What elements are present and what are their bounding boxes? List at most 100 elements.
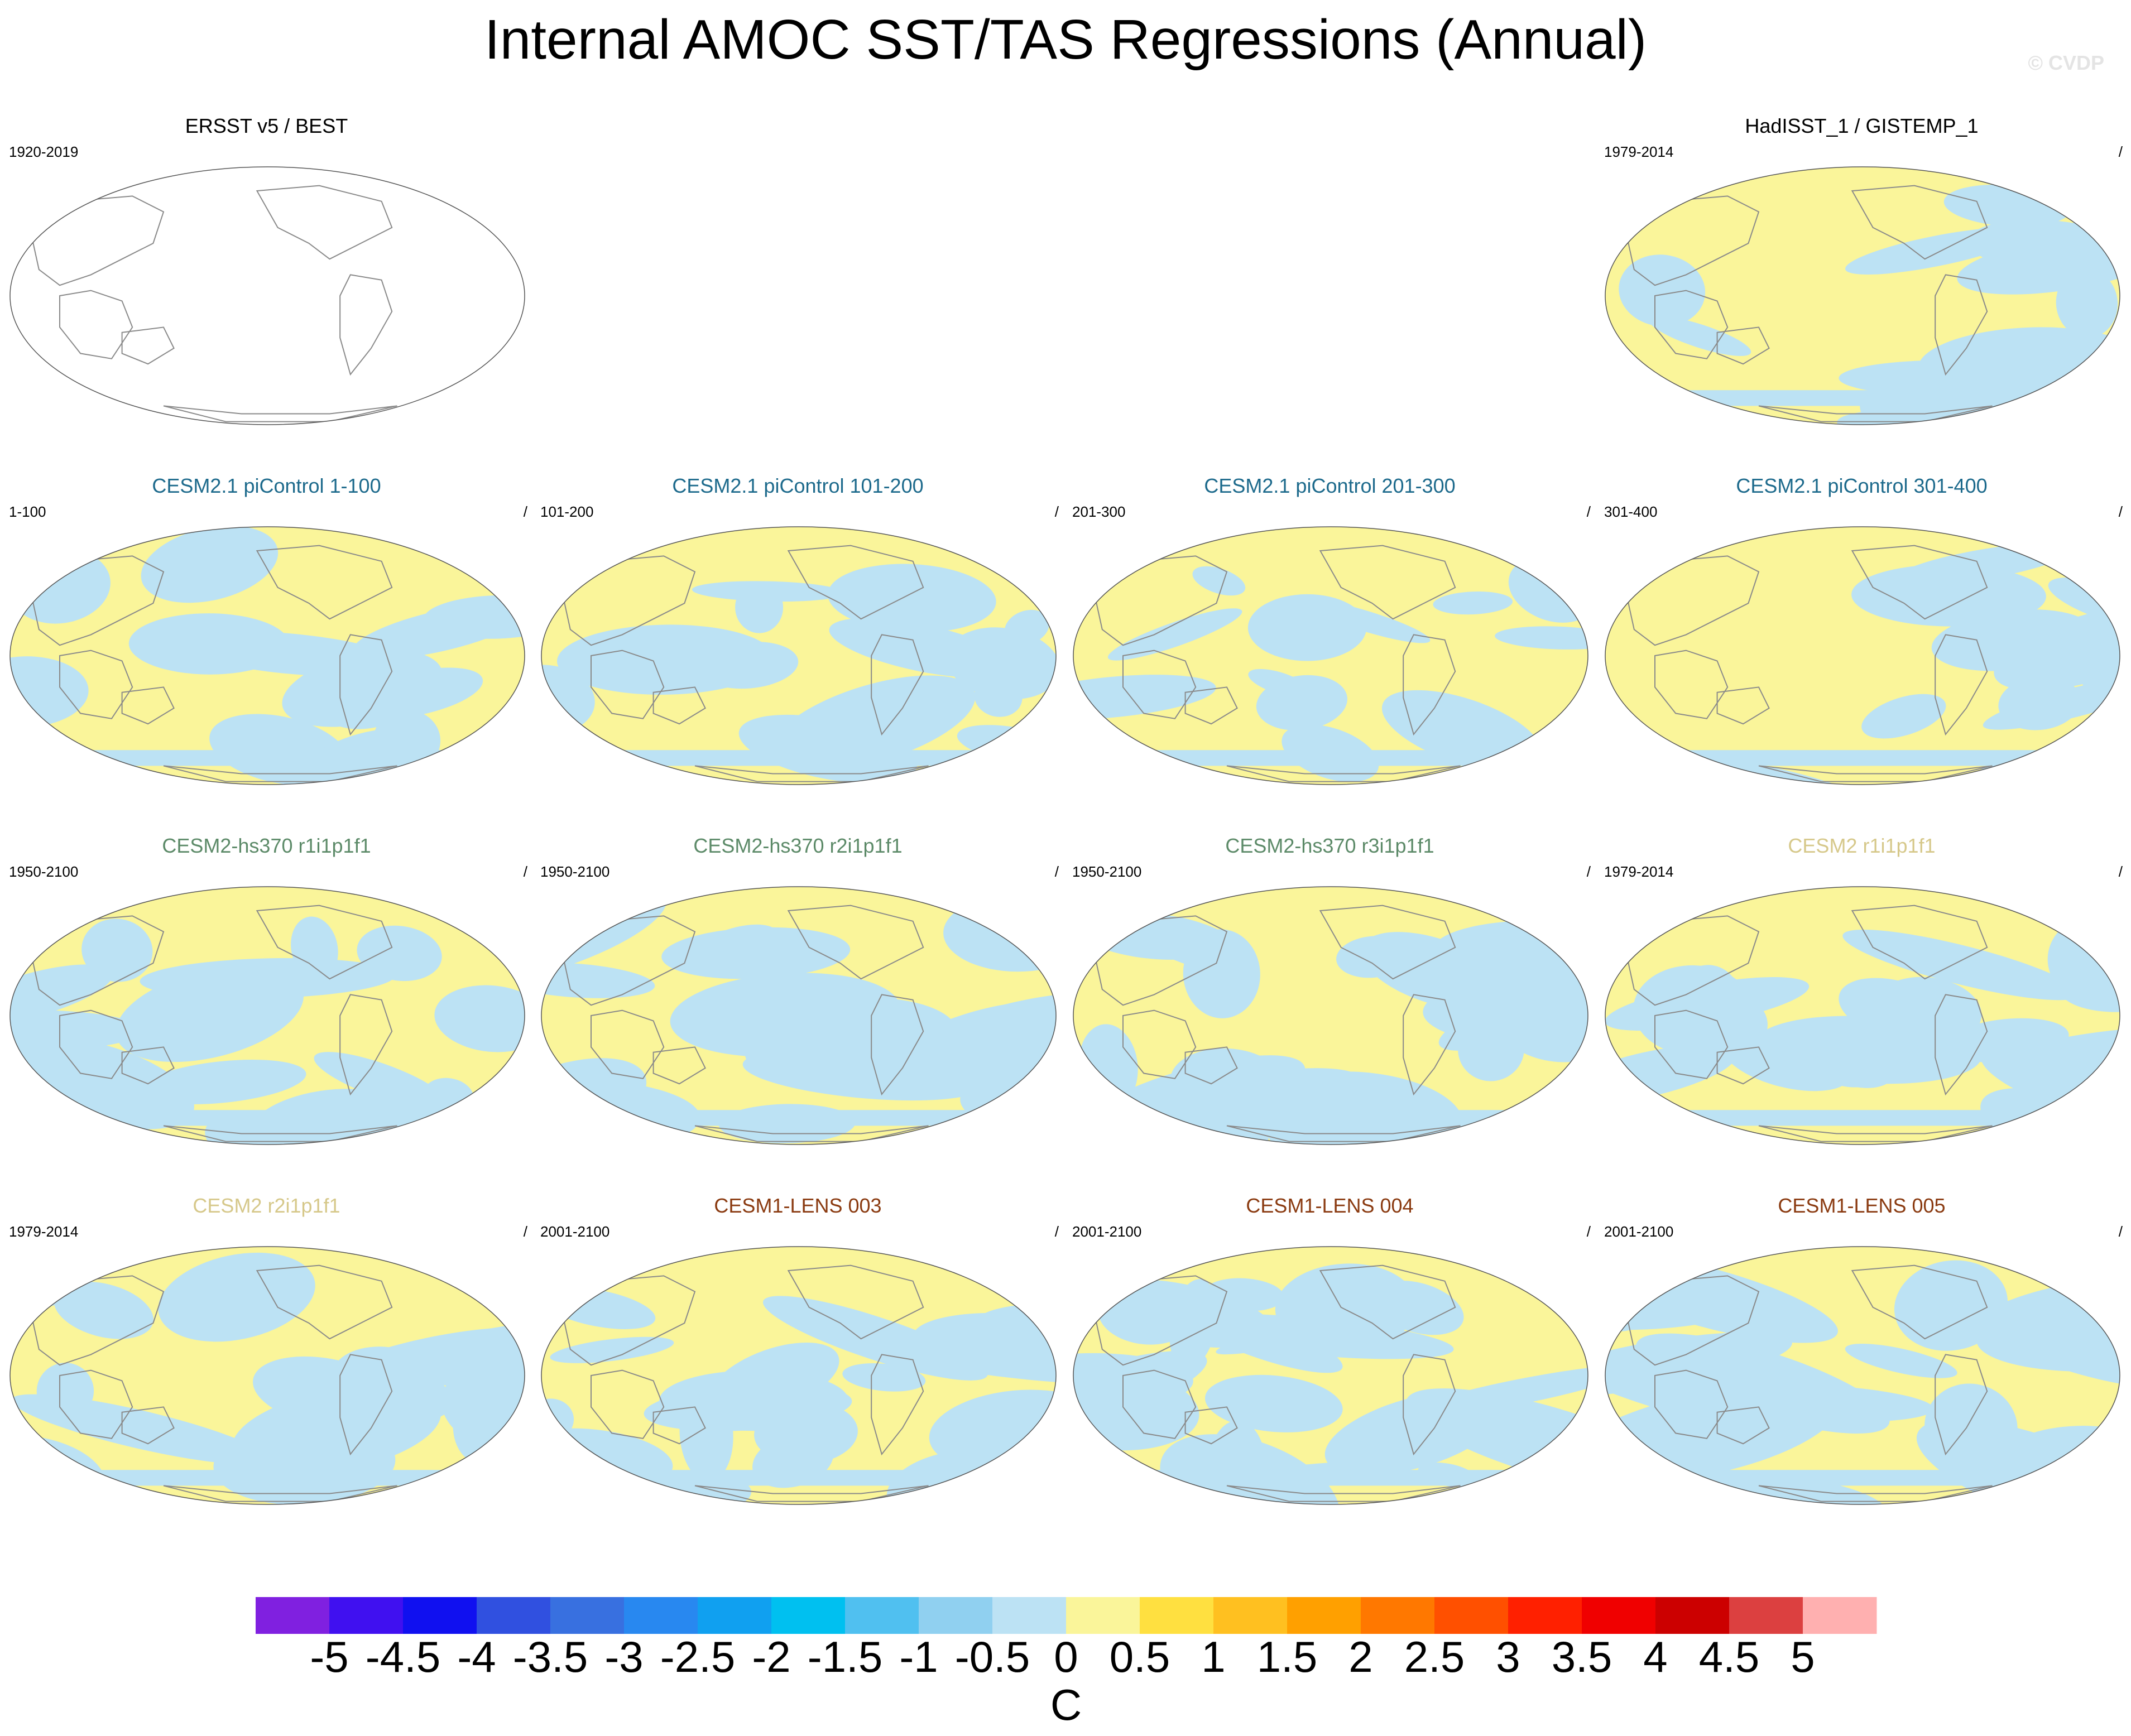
coastline [339, 274, 393, 376]
colorbar-tick-label: 1.5 [1257, 1632, 1317, 1681]
panel-title: CESM1-LENS 004 [1246, 1194, 1414, 1217]
cool-anomaly-region [1183, 929, 1260, 1018]
colorbar-swatch [1434, 1597, 1509, 1634]
coastline [256, 185, 393, 260]
cool-anomaly-region [191, 1305, 249, 1336]
colorbar-units-label: C [1050, 1680, 1082, 1729]
colorbar-swatch [992, 1597, 1067, 1634]
cool-anomaly-region [842, 1363, 926, 1392]
panel-title: CESM1-LENS 005 [1778, 1194, 1946, 1217]
panel-title: CESM2-hs370 r2i1p1f1 [693, 834, 903, 857]
coastline [1403, 634, 1456, 736]
coastline [1319, 545, 1456, 620]
panel-period: 2001-2100 [540, 1223, 610, 1240]
cool-anomaly-region [1985, 1028, 2120, 1072]
colorbar-tick-label: 2 [1348, 1632, 1372, 1681]
page-title: Internal AMOC SST/TAS Regressions (Annua… [484, 8, 1647, 71]
coastline [1403, 1354, 1456, 1456]
cool-anomaly-region [1839, 978, 1956, 1044]
cool-anomaly-region [10, 1009, 143, 1051]
cool-anomaly-region [1204, 1374, 1343, 1432]
panel-title: CESM2-hs370 r3i1p1f1 [1225, 834, 1434, 857]
panel-slash: / [1054, 1223, 1059, 1240]
colorbar-tick-label: 4 [1643, 1632, 1667, 1681]
panel-period: 1-100 [9, 503, 46, 520]
cool-anomaly-region [644, 1383, 852, 1431]
coastline [28, 1275, 165, 1366]
cool-anomaly-region [1998, 676, 2081, 730]
coastline [694, 1485, 929, 1502]
coastline [121, 686, 175, 725]
map-panel: CESM2.1 piControl 201-300 201-300 / [1063, 474, 1596, 823]
colorbar-swatch [1287, 1597, 1361, 1634]
world-map [9, 886, 525, 1145]
map-panel: CESM2-hs370 r2i1p1f1 1950-2100 / [531, 834, 1064, 1183]
cool-anomaly-region [1073, 675, 1216, 720]
cool-anomaly-region [1648, 316, 1751, 356]
panel-slash: / [2118, 143, 2123, 160]
cool-anomaly-region [205, 1113, 298, 1144]
colorbar-tick-label: 0 [1054, 1632, 1078, 1681]
cool-anomaly-region [916, 993, 1056, 1066]
coastline [163, 1485, 397, 1502]
colorbar-swatch [1066, 1597, 1140, 1634]
map-border [9, 1246, 525, 1505]
colorbar-swatch [1655, 1597, 1730, 1634]
world-map [1605, 166, 2120, 425]
panel-period: 1979-2014 [1604, 143, 1674, 160]
map-border [1073, 886, 1588, 1145]
panel-period: 301-400 [1604, 503, 1658, 520]
panel-period: 1920-2019 [9, 143, 79, 160]
panel-period: 2001-2100 [1072, 1223, 1142, 1240]
map-panel: CESM2.1 piControl 101-200 101-200 / [531, 474, 1064, 823]
coastline [1091, 915, 1228, 1006]
cool-anomaly-region [692, 581, 844, 602]
map-border [541, 526, 1057, 785]
panel-slash: / [523, 1223, 527, 1240]
coastline [1184, 686, 1238, 725]
map-panel: CESM2 r1i1p1f1 1979-2014 / [1595, 834, 2128, 1183]
map-border [1073, 1246, 1588, 1505]
colorbar-tick-label: 5 [1791, 1632, 1815, 1681]
panel-period: 1950-2100 [540, 863, 610, 880]
map-panel: CESM2.1 piControl 301-400 301-400 / [1595, 474, 2128, 823]
cool-anomaly-region [1495, 626, 1588, 650]
coastline [1226, 1125, 1461, 1142]
panel-title: CESM1-LENS 003 [714, 1194, 882, 1217]
panel-title: HadISST_1 / GISTEMP_1 [1745, 114, 1979, 137]
coastline [871, 994, 924, 1096]
coastline [1758, 1485, 1993, 1502]
panel-title: CESM2-hs370 r1i1p1f1 [162, 834, 371, 857]
world-map [1073, 886, 1588, 1145]
coastline [1758, 765, 1993, 782]
map-panel: CESM2 r2i1p1f1 1979-2014 / [0, 1194, 533, 1543]
copyright-watermark: © CVDP [2028, 51, 2104, 74]
coastline [1623, 1275, 1760, 1366]
colorbar-swatch [1508, 1597, 1582, 1634]
colorbar-swatch [477, 1597, 551, 1634]
coastline [1226, 765, 1461, 782]
cool-anomaly-region [1506, 1017, 1588, 1062]
cool-anomaly-region [10, 1110, 525, 1126]
cool-anomaly-region [1247, 594, 1367, 661]
map-border [541, 886, 1057, 1145]
coastline [871, 634, 924, 736]
cool-anomaly-region [357, 925, 442, 982]
world-map [1073, 1246, 1588, 1505]
coastline [1091, 1275, 1228, 1366]
coastline [787, 1264, 924, 1340]
cool-anomaly-region [291, 916, 338, 980]
cool-anomaly-region [1605, 1470, 2120, 1486]
coastline [121, 326, 175, 365]
coastline [28, 555, 165, 646]
colorbar-swatch [550, 1597, 625, 1634]
colorbar-swatch [845, 1597, 919, 1634]
cool-anomaly-region [1309, 1117, 1470, 1144]
coastline [163, 765, 397, 782]
coastline [28, 195, 165, 286]
colorbar-tick-label: -2 [752, 1632, 790, 1681]
world-map [9, 526, 525, 785]
cool-anomaly-region [10, 964, 113, 1026]
coastline [559, 915, 696, 1006]
map-panel: CESM1-LENS 004 2001-2100 / [1063, 1194, 1596, 1543]
